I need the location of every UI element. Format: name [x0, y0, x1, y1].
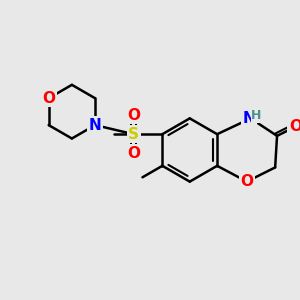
Text: O: O — [42, 91, 55, 106]
Text: H: H — [251, 109, 262, 122]
Text: O: O — [290, 119, 300, 134]
Text: O: O — [127, 146, 140, 161]
Text: O: O — [240, 174, 254, 189]
Text: N: N — [89, 118, 101, 133]
Text: N: N — [242, 111, 255, 126]
Text: O: O — [127, 107, 140, 122]
Text: S: S — [128, 127, 139, 142]
